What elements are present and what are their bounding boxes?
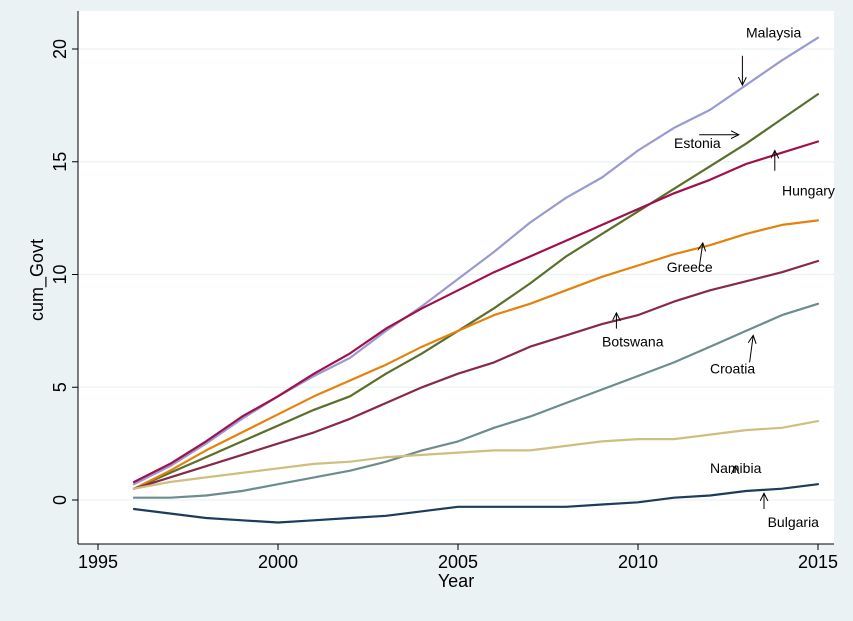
series-line-croatia xyxy=(132,302,820,499)
annotation-label-malaysia: Malaysia xyxy=(746,25,801,41)
annotation-label-namibia: Namibia xyxy=(710,460,762,476)
y-tick-label: 15 xyxy=(50,152,70,172)
series-line-hungary xyxy=(132,140,820,484)
annotation-label-hungary: Hungary xyxy=(782,183,835,199)
series-line-estonia xyxy=(132,93,820,490)
x-tick-label: 2015 xyxy=(798,552,838,572)
annotation-arrow-croatia xyxy=(750,335,754,363)
y-tick-label: 5 xyxy=(50,382,70,392)
plot-area xyxy=(78,11,834,544)
annotation-label-bulgaria: Bulgaria xyxy=(768,514,820,530)
annotation-label-greece: Greece xyxy=(667,259,713,275)
y-axis-title: cum_Govt xyxy=(27,239,48,321)
x-tick-label: 2000 xyxy=(258,552,298,572)
x-tick-label: 2010 xyxy=(618,552,658,572)
annotation-label-estonia: Estonia xyxy=(674,135,721,151)
y-tick-label: 20 xyxy=(50,39,70,59)
axes xyxy=(77,11,834,545)
x-axis-title: Year xyxy=(438,571,474,591)
annotation-label-botswana: Botswana xyxy=(602,334,664,350)
series-line-botswana xyxy=(132,259,820,490)
x-tick-label: 2005 xyxy=(438,552,478,572)
series-line-bulgaria xyxy=(132,483,820,524)
annotation-arrow-greece xyxy=(699,243,703,268)
series-line-malaysia xyxy=(132,36,820,486)
y-tick-label: 10 xyxy=(50,264,70,284)
y-tick-label: 0 xyxy=(50,495,70,505)
annotations: Malaysia Estonia Hungary Greece Botswana Croa… xyxy=(602,25,835,530)
ticks: 0 5 10 15 20 1995 2000 2005 2010 2015 xyxy=(50,39,838,572)
series-lines xyxy=(132,36,820,524)
annotation-label-croatia: Croatia xyxy=(710,361,755,377)
grid-lines xyxy=(78,48,834,501)
x-tick-label: 1995 xyxy=(78,552,118,572)
series-line-namibia xyxy=(132,420,820,490)
